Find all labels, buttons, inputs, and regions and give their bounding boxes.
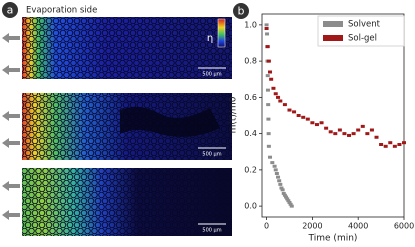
point	[296, 114, 301, 117]
point	[342, 132, 347, 136]
panel-badge	[233, 3, 249, 19]
legend-label: Solvent	[348, 20, 381, 30]
point	[268, 155, 273, 159]
point	[285, 197, 290, 201]
point	[402, 141, 406, 145]
panel-title: Evaporation side	[26, 6, 97, 16]
point	[265, 45, 270, 49]
point	[333, 132, 338, 136]
point	[397, 143, 402, 146]
point	[277, 179, 282, 183]
point	[310, 121, 315, 125]
point	[287, 108, 292, 112]
point	[276, 175, 281, 179]
point	[365, 132, 370, 136]
point	[268, 70, 273, 74]
panel-label: b	[238, 5, 245, 18]
x-tick-label: 6000	[394, 222, 414, 231]
point	[292, 110, 297, 114]
point	[392, 144, 397, 148]
arrows	[2, 33, 20, 220]
scale-bar-label: 500 μm	[202, 152, 221, 158]
image-2	[22, 93, 232, 160]
y-tick-label: 1.0	[244, 20, 257, 29]
point	[328, 130, 333, 134]
scale-bar-label: 500 μm	[202, 72, 221, 78]
point	[388, 141, 393, 145]
image-1	[22, 17, 232, 79]
point	[270, 161, 275, 165]
y-axis-label: m(t)/m0	[229, 96, 239, 133]
point	[314, 123, 319, 127]
y-tick-label: 0.4	[244, 129, 257, 138]
point	[288, 202, 293, 206]
point	[265, 32, 270, 36]
point	[351, 132, 356, 136]
point	[374, 135, 379, 139]
y-tick-label: 0.6	[244, 93, 257, 102]
point	[305, 117, 310, 121]
point	[347, 133, 352, 137]
point	[284, 195, 289, 199]
legend-label: Sol-gel	[348, 34, 377, 44]
point	[265, 88, 270, 92]
point	[266, 59, 271, 63]
point	[264, 23, 269, 27]
y-tick-label: 0.8	[244, 57, 257, 66]
scale-bars	[198, 67, 226, 225]
point	[272, 164, 277, 168]
point	[276, 95, 281, 99]
y-tick-label: 0.0	[244, 202, 257, 211]
legend-swatch	[323, 21, 343, 27]
point	[273, 92, 278, 96]
colorbar-label: η	[207, 33, 213, 44]
point	[274, 172, 279, 175]
x-tick-label: 0	[264, 222, 269, 231]
point	[379, 143, 384, 146]
colorbar	[217, 18, 226, 48]
point	[286, 199, 291, 203]
point	[289, 204, 294, 208]
point	[337, 128, 342, 132]
x-tick-label: 4000	[348, 222, 368, 231]
point	[369, 128, 374, 132]
point	[282, 103, 287, 107]
legend-swatch	[323, 35, 343, 41]
point	[273, 168, 278, 172]
point	[266, 117, 271, 121]
x-axis-label: Time (min)	[308, 234, 358, 244]
point	[282, 193, 287, 197]
point	[271, 86, 276, 90]
scale-bar-label: 500 μm	[202, 228, 221, 234]
point	[324, 126, 329, 130]
panel-label: a	[7, 4, 14, 17]
point	[264, 27, 269, 30]
image-3	[22, 168, 232, 236]
point	[319, 121, 324, 125]
point	[287, 201, 292, 204]
point	[278, 182, 283, 186]
point	[279, 186, 284, 190]
point	[281, 191, 286, 195]
point	[360, 124, 365, 128]
x-tick-label: 2000	[302, 222, 322, 231]
point	[266, 132, 271, 136]
point	[383, 144, 388, 148]
panel-badge	[2, 2, 18, 18]
point	[265, 74, 270, 78]
point	[266, 103, 271, 107]
y-tick-label: 0.2	[244, 165, 257, 174]
point	[278, 99, 283, 103]
point	[280, 188, 285, 192]
point	[356, 128, 361, 132]
point	[266, 144, 271, 148]
point	[301, 115, 306, 119]
plot-frame	[261, 13, 405, 218]
point	[269, 77, 274, 81]
